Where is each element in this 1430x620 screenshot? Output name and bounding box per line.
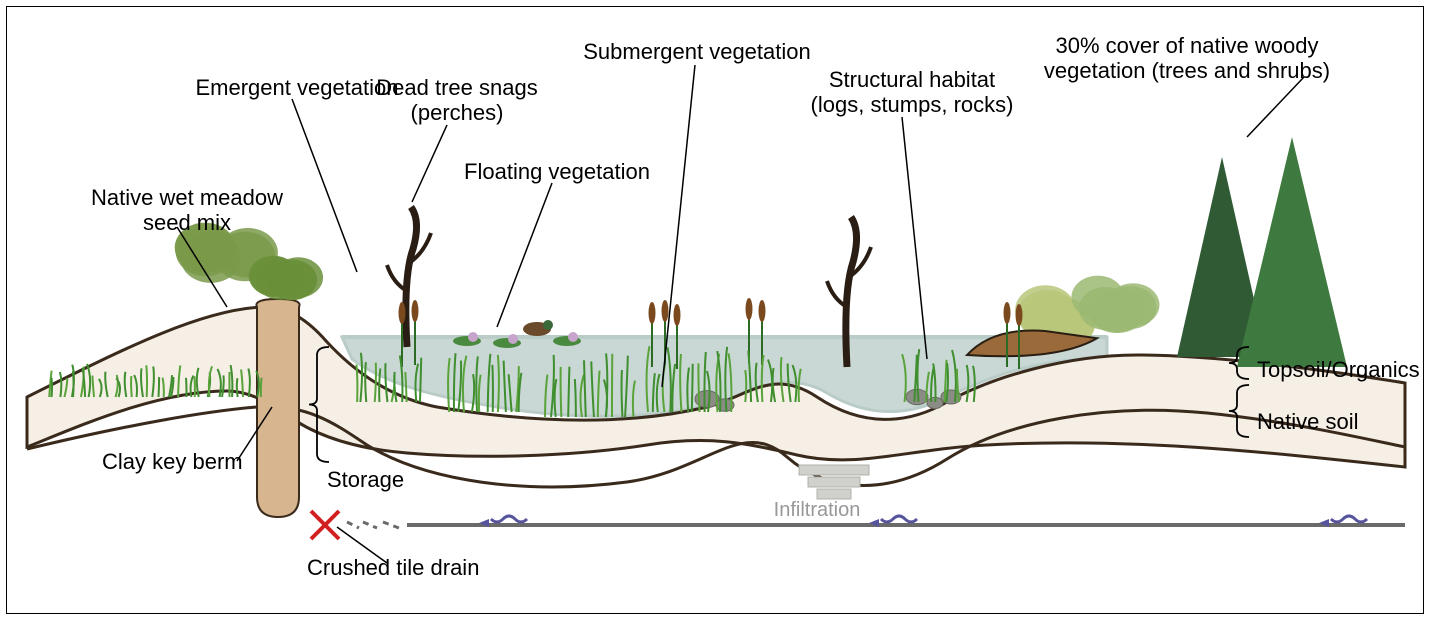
label-snags: Dead tree snags (perches) (357, 75, 557, 126)
grass (405, 372, 406, 402)
grass (561, 367, 562, 417)
leader-line (497, 183, 552, 327)
leader-line (902, 117, 927, 359)
label-topsoil: Topsoil/Organics (1257, 357, 1420, 382)
label-wet-meadow: Native wet meadow seed mix (62, 185, 312, 236)
grass (159, 377, 160, 397)
grass (568, 367, 569, 417)
infiltration-block (808, 477, 860, 487)
grass (498, 355, 499, 412)
grass (186, 378, 187, 397)
infiltration-block (817, 489, 851, 499)
grass (237, 378, 238, 397)
grass (379, 369, 380, 402)
grass (194, 376, 195, 397)
grass (146, 365, 147, 397)
label-submergent: Submergent vegetation (567, 39, 827, 64)
shrub (1071, 276, 1124, 319)
grass (131, 376, 132, 397)
grass (356, 365, 357, 402)
grass (692, 364, 693, 412)
grass (575, 379, 576, 417)
grass (73, 371, 74, 397)
grass (261, 378, 262, 397)
label-infiltration: Infiltration (757, 499, 877, 522)
infiltration-block (799, 465, 869, 475)
label-crushed: Crushed tile drain (307, 555, 507, 580)
clay-key-berm (256, 299, 299, 517)
leader-line (412, 125, 447, 202)
grass (420, 358, 421, 402)
leader-line (1247, 77, 1304, 137)
grass (698, 363, 699, 412)
flow-arrow-icon (1331, 516, 1367, 522)
label-floating: Floating vegetation (447, 159, 667, 184)
label-woody: 30% cover of native woody vegetation (tr… (1027, 33, 1347, 84)
grass (492, 365, 493, 412)
flow-arrow-icon (491, 516, 527, 522)
shrub (249, 256, 299, 297)
grass (365, 362, 366, 402)
flow-arrow-icon (881, 516, 917, 522)
grass (745, 370, 746, 402)
label-structural: Structural habitat (logs, stumps, rocks) (797, 67, 1027, 118)
label-storage: Storage (327, 467, 427, 492)
grass (622, 370, 623, 417)
label-clay-key: Clay key berm (102, 449, 262, 474)
label-native: Native soil (1257, 409, 1358, 434)
diagram-frame: { "canvas":{"w":1418,"h":608,"bg":"#ffff… (6, 6, 1424, 614)
grass (51, 378, 52, 397)
